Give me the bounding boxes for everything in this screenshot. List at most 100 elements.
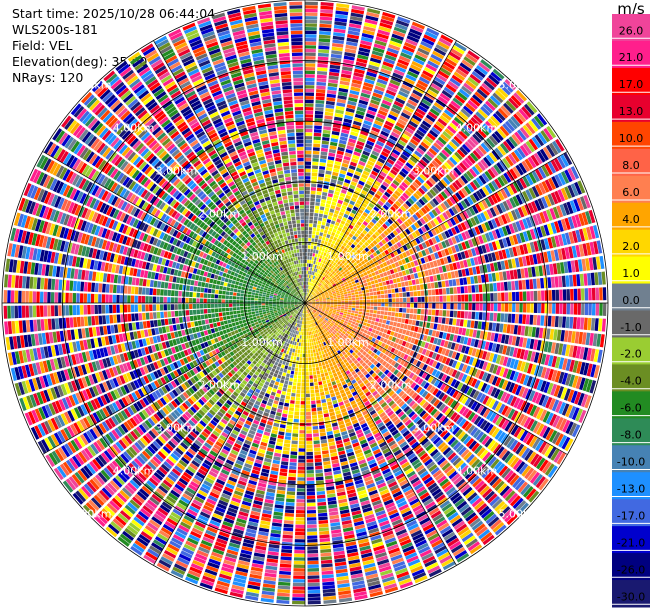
range-gate [328,385,333,391]
range-gate [308,303,312,306]
range-gate [347,364,352,370]
range-gate [395,388,402,395]
range-gate [328,330,332,334]
range-gate [274,396,280,401]
range-gate [472,477,483,488]
range-gate [541,442,551,456]
range-gate [509,358,516,369]
range-gate [490,519,502,530]
range-gate [595,303,600,316]
range-gate [371,445,380,452]
range-gate [319,339,323,344]
range-gate [565,316,570,329]
range-gate [323,413,330,418]
range-gate [424,526,436,535]
range-gate [453,402,461,411]
range-gate [314,345,318,349]
range-gate [282,387,287,392]
range-gate [580,394,589,408]
range-gate [197,320,202,326]
range-gate [502,368,509,378]
range-gate [516,348,522,359]
range-gate [444,375,451,384]
range-gate [544,354,551,366]
range-gate [501,508,513,520]
range-gate [345,390,352,396]
range-gate [428,351,434,358]
range-gate [410,476,420,485]
range-gate [288,410,294,415]
range-gate [437,475,447,484]
range-gate [308,304,312,306]
range-gate [464,397,472,407]
range-gate [471,458,481,469]
range-gate [315,325,319,330]
range-gate [319,432,326,437]
range-gate [446,421,455,431]
range-gate [343,328,348,333]
range-gate [254,305,258,309]
range-gate [512,459,523,471]
range-gate [315,329,319,334]
range-gate [455,361,461,370]
range-gate [551,399,560,412]
range-gate [195,326,200,333]
range-gate [379,489,390,496]
range-gate [403,354,409,361]
range-gate [328,310,333,314]
range-gate [285,505,295,510]
range-gate [321,563,333,568]
range-gate [297,349,301,354]
range-gate [397,500,408,508]
range-gate [324,390,330,395]
range-gate [322,307,326,310]
range-gate [322,346,326,351]
range-gate [328,504,338,509]
range-gate [395,473,405,480]
range-gate [336,336,341,341]
range-gate [297,379,301,383]
range-gate [482,421,491,432]
range-gate [434,424,443,433]
range-gate [294,352,298,357]
range-gate [229,307,233,311]
range-gate [336,354,341,360]
range-gate [305,350,308,354]
range-gate [443,505,455,515]
range-gate [327,313,332,316]
range-gate [421,455,431,464]
range-gate [415,485,426,494]
range-gate [354,349,359,354]
range-gate [327,500,337,505]
range-gate [301,372,305,376]
range-gate [295,510,305,514]
range-gate [294,553,305,558]
range-gate [307,350,311,354]
range-gate [309,308,313,312]
range-gate [332,331,336,335]
range-gate [310,335,313,339]
range-gate [146,320,151,328]
range-gate [282,409,288,414]
range-gate [544,463,555,476]
range-gate [421,372,428,379]
range-gate [298,342,301,347]
range-gate [326,307,330,310]
range-gate [468,456,478,466]
range-gate [533,455,543,468]
range-gate [506,437,516,449]
range-gate [294,367,299,372]
range-gate [447,409,455,419]
range-gate [420,309,425,315]
range-gate [282,538,293,543]
range-gate [336,332,340,336]
range-gate [554,370,562,383]
range-gate [347,312,351,315]
range-gate [355,376,361,382]
range-gate [322,406,328,411]
range-gate [322,306,326,309]
range-gate [504,490,516,502]
range-gate [364,342,369,348]
range-gate [209,323,214,329]
range-gate [309,346,313,350]
